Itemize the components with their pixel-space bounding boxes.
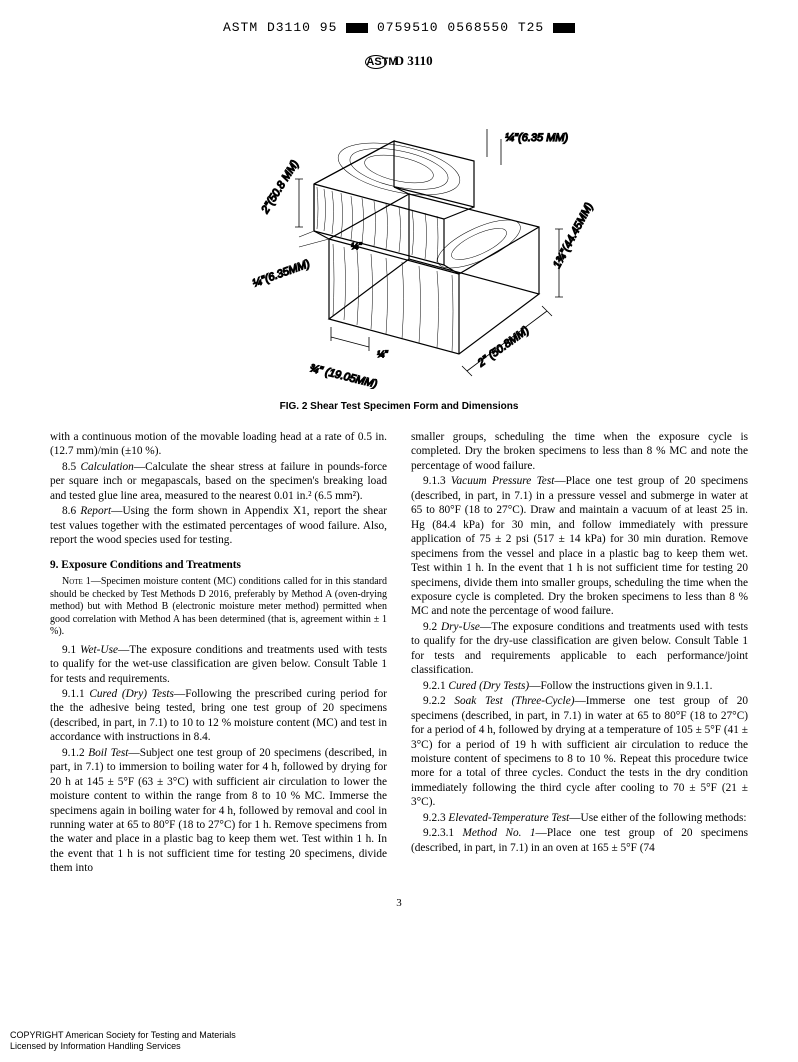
dim-bottom-left: ¾" (19.05MM) [308,362,378,389]
p-8-6: 8.6 Report—Using the form shown in Appen… [50,504,387,547]
header-code-line: ASTM D3110 95 0759510 0568550 T25 [50,20,748,35]
dim-left-2in: 2"(50.8 MM) [259,158,302,216]
footer-line-2: Licensed by Information Handling Service… [10,1041,236,1052]
p-9-1: 9.1 Wet-Use—The exposure conditions and … [50,643,387,686]
figure-caption: FIG. 2 Shear Test Specimen Form and Dime… [50,401,748,412]
p-9-2-3-1: 9.2.3.1 Method No. 1—Place one test grou… [411,826,748,855]
header-middle: 0759510 0568550 T25 [377,20,544,35]
p-9-1-1: 9.1.1 Cured (Dry) Tests—Following the pr… [50,687,387,745]
header-black-box-2 [553,23,575,33]
p-9-2-2: 9.2.2 Soak Test (Three-Cycle)—Immerse on… [411,694,748,810]
dim-right: 1¾"(44.45MM) [551,201,596,271]
p-9-2-1: 9.2.1 Cured (Dry Tests)—Follow the instr… [411,679,748,693]
column-right: smaller groups, scheduling the time when… [411,430,748,877]
astm-logo-icon: ASTM [365,55,387,69]
figure-2-container: ¼"(6.35 MM) 1¾"(44.45MM) 2"(50.8 MM) ¼"(… [50,79,748,412]
dim-small-2: ¼" [351,241,363,251]
shear-specimen-diagram: ¼"(6.35 MM) 1¾"(44.45MM) 2"(50.8 MM) ¼"(… [199,79,599,389]
header-prefix: ASTM D3110 95 [223,20,337,35]
document-title: ASTM D 3110 [50,53,748,69]
dim-small-1: ¼" [377,349,389,359]
header-black-box-1 [346,23,368,33]
dim-left-quarter: ¼"(6.35MM) [251,258,312,290]
title-text: D 3110 [395,53,433,68]
p-9-1-3: 9.1.3 Vacuum Pressure Test—Place one tes… [411,474,748,619]
body-columns: with a continuous motion of the movable … [50,430,748,877]
column-left: with a continuous motion of the movable … [50,430,387,877]
p-col2-cont: smaller groups, scheduling the time when… [411,430,748,473]
p-8-5: 8.5 Calculation—Calculate the shear stre… [50,460,387,503]
note-1: Note 1—Specimen moisture content (MC) co… [50,576,387,639]
p-9-2: 9.2 Dry-Use—The exposure conditions and … [411,620,748,678]
footer-line-1: COPYRIGHT American Society for Testing a… [10,1030,236,1041]
page-number: 3 [50,897,748,909]
p-9-2-3: 9.2.3 Elevated-Temperature Test—Use eith… [411,811,748,825]
p-9-1-2: 9.1.2 Boil Test—Subject one test group o… [50,746,387,876]
dim-bottom-right: 2" (50.8MM) [475,324,532,370]
copyright-footer: COPYRIGHT American Society for Testing a… [10,1030,236,1052]
heading-9: 9. Exposure Conditions and Treatments [50,558,387,572]
p-cont: with a continuous motion of the movable … [50,430,387,459]
dim-top: ¼"(6.35 MM) [505,132,569,144]
